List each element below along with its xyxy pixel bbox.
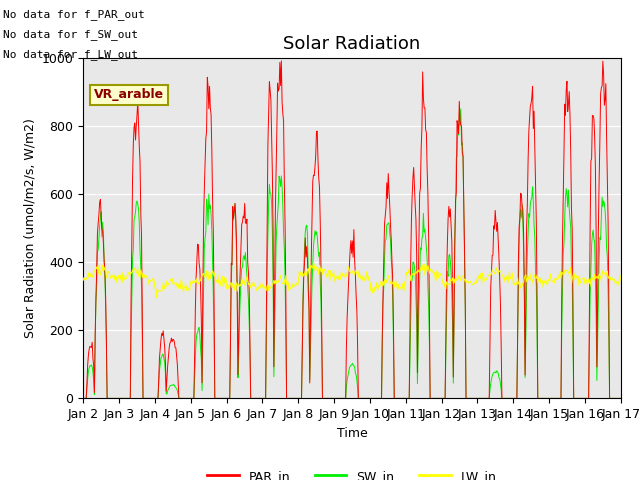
Text: No data for f_SW_out: No data for f_SW_out	[3, 29, 138, 40]
Text: No data for f_LW_out: No data for f_LW_out	[3, 49, 138, 60]
Text: VR_arable: VR_arable	[94, 88, 164, 101]
Y-axis label: Solar Radiation (umol/m2/s, W/m2): Solar Radiation (umol/m2/s, W/m2)	[23, 118, 36, 338]
X-axis label: Time: Time	[337, 427, 367, 440]
Text: No data for f_PAR_out: No data for f_PAR_out	[3, 9, 145, 20]
Title: Solar Radiation: Solar Radiation	[284, 35, 420, 53]
Legend: PAR_in, SW_in, LW_in: PAR_in, SW_in, LW_in	[202, 465, 502, 480]
